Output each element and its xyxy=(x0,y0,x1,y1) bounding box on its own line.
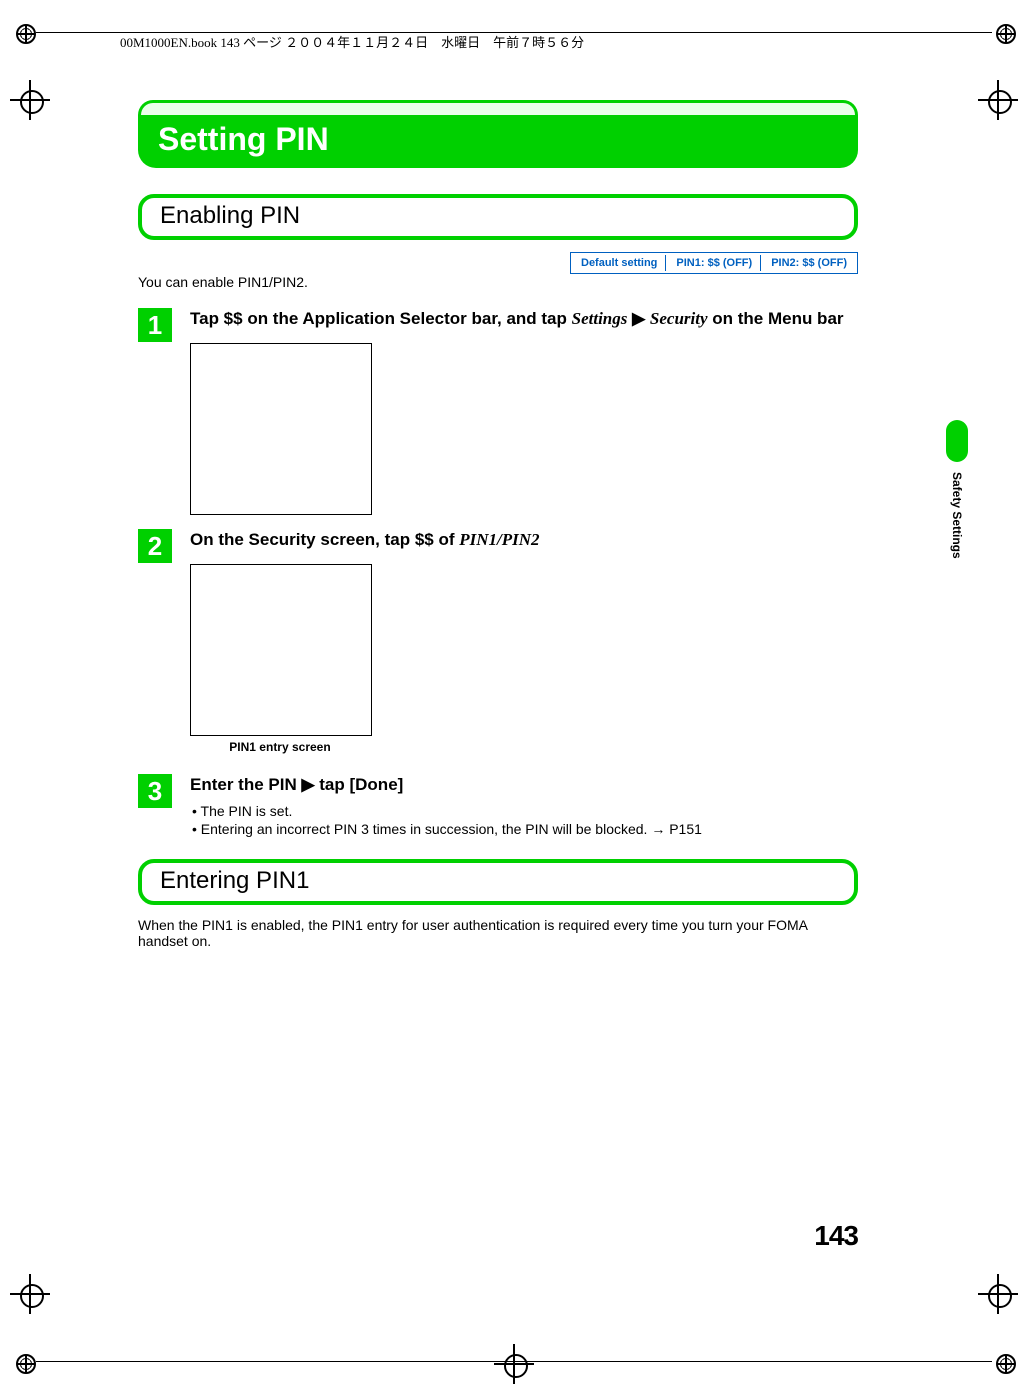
side-tab-label: Safety Settings xyxy=(950,472,964,559)
cross-mark-bottom xyxy=(494,1344,534,1384)
cross-mark-right xyxy=(978,80,1018,120)
reg-mark-tl xyxy=(12,20,36,44)
bullet-item: Entering an incorrect PIN 3 times in suc… xyxy=(192,821,858,837)
step-3: 3 Enter the PIN ▶ tap [Done] The PIN is … xyxy=(138,774,858,839)
step-bullets: The PIN is set. Entering an incorrect PI… xyxy=(190,803,858,837)
screenshot-placeholder xyxy=(190,343,372,515)
default-setting-label: Default setting xyxy=(573,255,666,271)
cross-mark-left xyxy=(10,80,50,120)
default-setting-box: Default setting PIN1: $$ (OFF) PIN2: $$ … xyxy=(570,252,858,274)
cross-mark-left-b xyxy=(10,1274,50,1314)
step-title: On the Security screen, tap $$ of PIN1/P… xyxy=(190,529,858,552)
step-number: 3 xyxy=(138,774,172,808)
default-setting-pin2: PIN2: $$ (OFF) xyxy=(763,255,855,271)
page-content: Setting PIN Enabling PIN Default setting… xyxy=(138,100,858,967)
cross-mark-right-b xyxy=(978,1274,1018,1314)
step-title: Tap $$ on the Application Selector bar, … xyxy=(190,308,858,331)
page-title-bar: Setting PIN xyxy=(138,100,858,168)
default-setting-pin1: PIN1: $$ (OFF) xyxy=(668,255,761,271)
section-heading-entering-pin1: Entering PIN1 xyxy=(138,859,858,905)
step-number: 1 xyxy=(138,308,172,342)
step-number: 2 xyxy=(138,529,172,563)
doc-meta-line: 00M1000EN.book 143 ページ ２００４年１１月２４日 水曜日 午… xyxy=(120,32,584,51)
image-caption: PIN1 entry screen xyxy=(190,740,370,754)
page-number: 143 xyxy=(814,1220,858,1252)
side-tab: Safety Settings xyxy=(946,420,968,559)
bullet-item: The PIN is set. xyxy=(192,803,858,819)
step-2: 2 On the Security screen, tap $$ of PIN1… xyxy=(138,529,858,764)
step-title: Enter the PIN ▶ tap [Done] xyxy=(190,774,858,797)
section-heading-enabling-pin: Enabling PIN xyxy=(138,194,858,240)
section-lead: When the PIN1 is enabled, the PIN1 entry… xyxy=(138,917,858,949)
side-tab-indicator xyxy=(946,420,968,462)
section-lead: You can enable PIN1/PIN2. xyxy=(138,274,858,290)
screenshot-placeholder xyxy=(190,564,372,736)
reg-mark-br xyxy=(992,1350,1016,1374)
page-title: Setting PIN xyxy=(138,115,858,168)
step-1: 1 Tap $$ on the Application Selector bar… xyxy=(138,308,858,519)
reg-mark-tr xyxy=(992,20,1016,44)
reg-mark-bl xyxy=(12,1350,36,1374)
